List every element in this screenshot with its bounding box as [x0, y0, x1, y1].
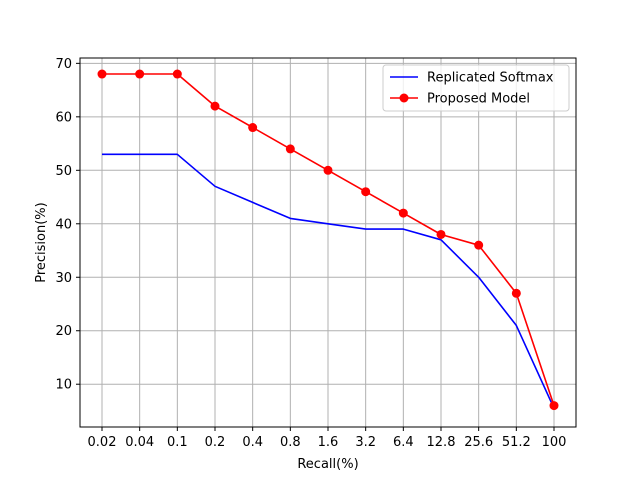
y-tick-label: 20 — [55, 324, 72, 339]
data-point-proposed-model — [285, 144, 295, 154]
x-tick-label: 6.4 — [393, 435, 414, 450]
legend-box — [382, 64, 570, 112]
x-tick-label: 51.2 — [502, 435, 531, 450]
data-point-proposed-model — [248, 123, 258, 133]
x-tick-label: 0.4 — [242, 435, 263, 450]
x-tick-label: 0.2 — [205, 435, 226, 450]
y-tick-label: 40 — [55, 217, 72, 232]
series-line-replicated-softmax — [102, 153, 555, 409]
x-axis: 0.02 0.04 0.1 0.2 0.4 0.8 1.6 3.2 6.4 12.8 25.6 51.… — [88, 427, 567, 450]
x-tick-label: 0.8 — [280, 435, 301, 450]
y-axis: 10 20 30 40 50 60 70 — [55, 57, 80, 393]
legend-label-proposed-model: Proposed Model — [427, 92, 530, 107]
x-tick-label: 1.6 — [318, 435, 339, 450]
y-tick-label: 70 — [55, 57, 72, 72]
data-point-proposed-model — [135, 69, 145, 79]
x-tick-label: 3.2 — [355, 435, 376, 450]
y-tick-label: 50 — [55, 164, 72, 179]
y-axis-label: Precision(%) — [34, 202, 49, 283]
legend-marker-proposed-model — [399, 93, 409, 103]
x-tick-label: 0.04 — [125, 435, 154, 450]
x-tick-label: 100 — [542, 435, 567, 450]
data-point-proposed-model — [474, 240, 484, 250]
x-axis-label: Recall(%) — [297, 457, 358, 472]
data-point-proposed-model — [511, 288, 521, 298]
data-point-proposed-model — [210, 101, 220, 111]
data-point-proposed-model — [97, 69, 107, 79]
data-point-proposed-model — [172, 69, 182, 79]
data-point-proposed-model — [398, 208, 408, 218]
series-layer — [97, 69, 559, 411]
y-tick-label: 30 — [55, 271, 72, 286]
x-tick-label: 12.8 — [427, 435, 456, 450]
legend-label-replicated-softmax: Replicated Softmax — [427, 71, 554, 86]
data-point-proposed-model — [549, 401, 559, 411]
x-tick-label: 25.6 — [464, 435, 493, 450]
data-point-proposed-model — [436, 229, 446, 239]
x-tick-label: 0.1 — [167, 435, 188, 450]
y-tick-label: 10 — [55, 378, 72, 393]
x-tick-label: 0.02 — [88, 435, 117, 450]
y-tick-label: 60 — [55, 110, 72, 125]
grid — [80, 58, 576, 427]
legend: Replicated Softmax Proposed Model — [382, 64, 570, 112]
data-point-proposed-model — [361, 187, 371, 197]
data-point-proposed-model — [323, 165, 333, 175]
